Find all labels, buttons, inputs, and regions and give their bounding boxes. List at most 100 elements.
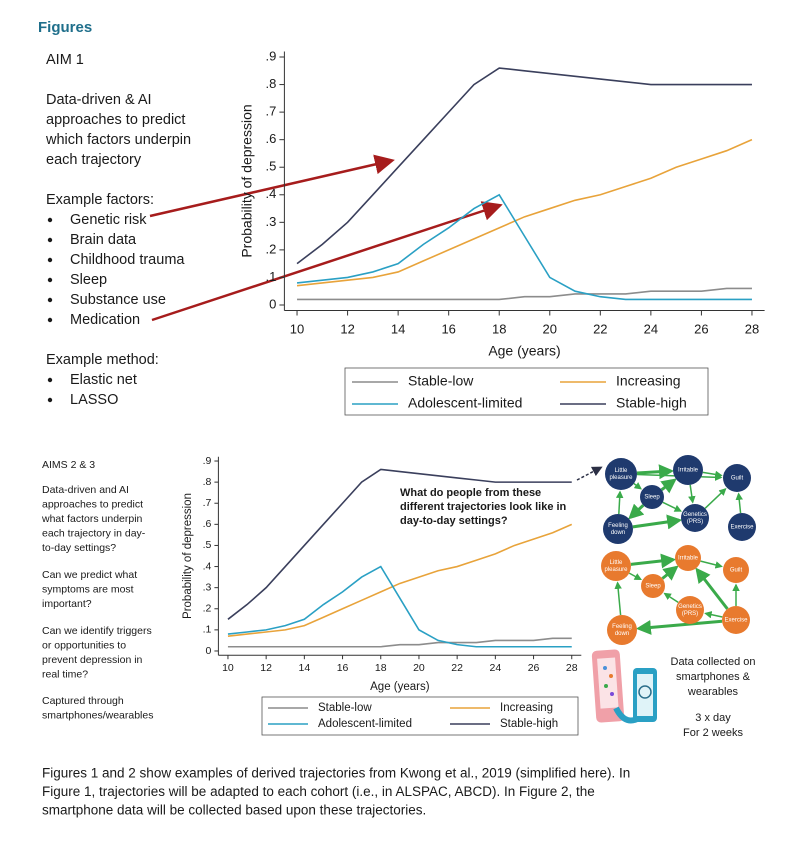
method-item: Elastic net (70, 372, 137, 388)
node-label: Sleep (644, 495, 660, 501)
network-node (728, 513, 756, 541)
x-tick-label: 12 (260, 662, 272, 674)
y-tick-label: .6 (203, 518, 212, 530)
y-tick-label: .5 (266, 159, 277, 174)
node-label: Genetics (678, 604, 702, 610)
series-line (296, 67, 752, 265)
network-node (603, 514, 633, 544)
aims-paragraph: real time? (42, 668, 88, 680)
dashed-arrow (576, 466, 603, 481)
bullet (47, 397, 53, 403)
x-tick-label: 20 (413, 662, 425, 674)
node-label: down (611, 530, 625, 536)
x-tick-label: 18 (492, 321, 506, 336)
annotation: What do people from these (400, 487, 541, 499)
y-tick-label: .2 (203, 603, 212, 615)
x-tick-label: 22 (451, 662, 463, 674)
legend-label: Stable-high (500, 718, 558, 730)
aims-paragraph: Can we identify triggers (42, 625, 152, 637)
network-edge (636, 464, 675, 480)
aims-paragraph: smartphones/wearables (42, 709, 153, 721)
bullet (47, 297, 53, 303)
aim-description: each trajectory (46, 152, 142, 168)
method-title: Example method: (46, 352, 159, 368)
series-line (227, 637, 572, 648)
aims-paragraph: Captured through (42, 695, 124, 707)
series-line (227, 523, 573, 637)
caption: Figures 1 and 2 show examples of derived… (42, 766, 630, 781)
collection-text: Data collected on (671, 656, 756, 668)
y-tick-label: .9 (203, 455, 212, 467)
bullet (47, 217, 53, 223)
series-line (296, 138, 753, 287)
collection-text: wearables (687, 686, 739, 698)
network-edge (630, 553, 677, 569)
legend-label: Stable-low (408, 373, 474, 389)
factor-item: Genetic risk (70, 212, 147, 228)
y-tick-label: .8 (203, 476, 212, 488)
caption: smartphone data will be collected based … (42, 803, 426, 818)
legend-label: Stable-low (318, 702, 372, 714)
x-tick-label: 22 (593, 321, 607, 336)
x-tick-label: 26 (528, 662, 540, 674)
network-node (675, 545, 701, 571)
y-tick-label: .7 (203, 497, 212, 509)
network-edge (628, 503, 645, 520)
network-edge (633, 482, 642, 490)
aims-paragraph: Can we predict what (42, 569, 137, 581)
legend-box (344, 367, 709, 416)
network-edge (695, 567, 729, 610)
network-edge (660, 478, 677, 494)
x-tick-label: 20 (543, 321, 557, 336)
series-line (297, 287, 752, 301)
network-edge (704, 611, 723, 619)
node-label: pleasure (604, 567, 628, 573)
x-tick-label: 16 (441, 321, 455, 336)
y-tick-label: .9 (266, 48, 277, 63)
series-line (227, 565, 572, 648)
network-edge (632, 514, 683, 530)
legend-label: Increasing (500, 702, 553, 714)
network-node (723, 557, 749, 583)
factor-item: Childhood trauma (70, 252, 185, 268)
x-tick-label: 10 (290, 321, 304, 336)
method-item: LASSO (70, 392, 118, 408)
network-edge (661, 565, 679, 581)
network-node (676, 596, 704, 624)
aim-title: AIM 1 (46, 52, 84, 68)
network-edge (628, 572, 643, 581)
aim-description: which factors underpin (45, 132, 191, 148)
pointer-arrow (149, 154, 395, 218)
node-label: Exercise (730, 525, 754, 531)
factors-title: Example factors: (46, 192, 154, 208)
collection-frequency: 3 x day (695, 712, 731, 724)
aims-paragraph: Data-driven and AI (42, 484, 129, 496)
aims-paragraph: or opportunities to (42, 639, 126, 651)
aims-paragraph: symptoms are most (42, 583, 134, 595)
aim-description: approaches to predict (46, 112, 185, 128)
annotation: different trajectories look like in (400, 501, 567, 513)
node-label: Feeling (608, 523, 628, 529)
x-tick-label: 24 (644, 321, 658, 336)
node-label: pleasure (609, 475, 633, 481)
node-label: Irritable (678, 556, 699, 562)
legend-box (261, 696, 579, 736)
node-label: Sleep (645, 584, 661, 590)
annotation: day-to-day settings? (400, 515, 508, 527)
factor-item: Medication (70, 312, 140, 328)
aims-paragraph: each trajectory in day- (42, 527, 146, 539)
aims-title: AIMS 2 & 3 (42, 459, 95, 471)
node-label: Guilt (730, 568, 743, 574)
legend-label: Increasing (616, 373, 681, 389)
network-node (723, 464, 751, 492)
node-label: Irritable (678, 468, 699, 474)
aims-paragraph: to-day settings? (42, 542, 116, 554)
x-tick-label: 12 (340, 321, 354, 336)
legend-label: Stable-high (616, 395, 687, 411)
x-tick-label: 10 (222, 662, 234, 674)
y-axis-label: Probability of depression (239, 104, 255, 257)
x-axis-label: Age (years) (370, 681, 430, 693)
bullet (47, 377, 53, 383)
network-edge (735, 492, 743, 514)
heading: Figures (38, 19, 92, 36)
